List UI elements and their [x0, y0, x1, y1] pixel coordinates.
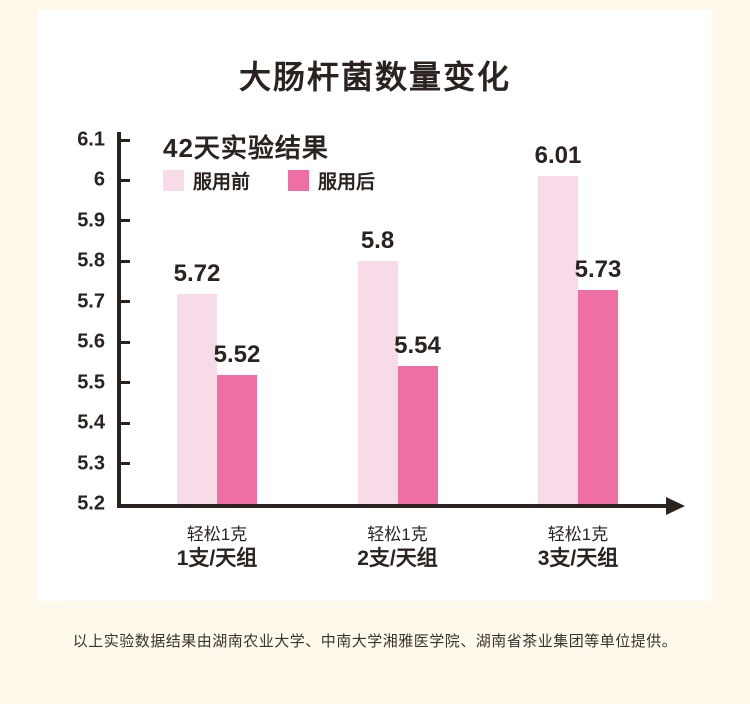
bar-before-group1	[177, 293, 217, 504]
y-tick-mark	[121, 138, 130, 142]
x-category-line2: 1支/天组	[176, 547, 258, 570]
x-axis-line	[117, 504, 666, 508]
y-tick-label: 5.3	[77, 452, 105, 475]
bar-after-group3	[578, 289, 618, 504]
y-tick-label: 6	[93, 168, 105, 191]
y-tick-mark	[121, 462, 130, 466]
y-tick-mark	[121, 300, 130, 304]
legend-swatch-after-icon	[288, 170, 310, 191]
y-tick-mark	[121, 381, 130, 385]
bar-value-label: 5.73	[574, 255, 622, 283]
chart-subtitle: 42天实验结果	[163, 133, 329, 163]
bar-after-group1	[217, 374, 257, 504]
x-category-line2: 3支/天组	[537, 547, 619, 570]
bar-value-label: 5.52	[213, 340, 261, 368]
x-category-label: 轻松1克 1支/天组	[177, 524, 258, 572]
bar-value-label: 5.54	[394, 332, 441, 360]
y-tick-label: 5.4	[77, 411, 105, 434]
x-category-label: 轻松1克 2支/天组	[357, 524, 438, 572]
bar-value-label: 6.01	[534, 142, 582, 170]
legend-item-before: 服用前	[163, 167, 250, 194]
chart-card: 大肠杆菌数量变化 42天实验结果 服用前 服用后 6.1 6 5.9 5.8 5.7 5.…	[38, 10, 712, 601]
x-category-line1: 轻松1克	[186, 525, 248, 544]
bar-after-group2	[397, 366, 438, 504]
x-category-label: 轻松1克 3支/天组	[538, 524, 619, 572]
bar-before-group3	[538, 176, 578, 504]
y-tick-mark	[121, 178, 130, 182]
x-category-line2: 2支/天组	[357, 547, 438, 570]
bar-value-label: 5.8	[360, 227, 395, 255]
legend-item-after: 服用后	[288, 167, 375, 194]
plot-area: 42天实验结果 服用前 服用后 6.1 6 5.9 5.8 5.7 5.6 5.5 5.4 5.…	[38, 10, 712, 601]
y-tick-mark	[121, 421, 130, 425]
y-tick-label: 5.8	[77, 249, 105, 272]
y-tick-label: 5.2	[77, 492, 105, 515]
legend-label-before: 服用前	[193, 172, 251, 193]
x-category-line1: 轻松1克	[367, 525, 428, 544]
legend-swatch-before-icon	[163, 170, 184, 191]
bar-before-group2	[357, 261, 398, 504]
y-tick-mark	[121, 340, 130, 344]
y-axis-line	[117, 132, 121, 508]
x-axis-arrow-icon	[666, 497, 685, 515]
y-tick-label: 5.7	[77, 290, 105, 313]
y-tick-label: 5.9	[77, 209, 105, 232]
legend: 服用前 服用后	[163, 167, 401, 194]
footer-note: 以上实验数据结果由湖南农业大学、中南大学湘雅医学院、湖南省茶业集团等单位提供。	[72, 633, 678, 650]
y-tick-mark	[121, 219, 130, 223]
y-tick-label: 5.5	[77, 371, 105, 394]
x-category-line1: 轻松1克	[547, 525, 609, 544]
y-tick-label: 5.6	[77, 330, 105, 353]
legend-label-after: 服用后	[318, 172, 376, 193]
bar-value-label: 5.72	[173, 259, 221, 287]
y-tick-label: 6.1	[77, 128, 105, 151]
chart-title: 大肠杆菌数量变化	[238, 59, 511, 95]
y-tick-mark	[121, 259, 130, 263]
